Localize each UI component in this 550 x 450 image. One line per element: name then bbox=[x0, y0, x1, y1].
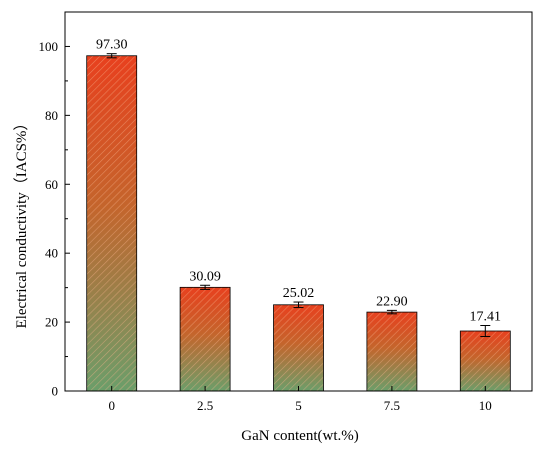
error-bar bbox=[293, 301, 304, 309]
bar-hatch bbox=[459, 330, 511, 392]
data-labels: 97.30 30.09 25.02 22.90 17.41 bbox=[96, 38, 501, 325]
bar-hatch bbox=[273, 304, 324, 392]
x-tick-label: 10 bbox=[479, 398, 492, 413]
bar bbox=[86, 55, 138, 392]
x-tick-label: 2.5 bbox=[197, 398, 213, 413]
data-label: 30.09 bbox=[189, 269, 221, 284]
x-axis-title: GaN content(wt.%) bbox=[241, 428, 358, 444]
axes: 0 20 40 60 80 100 0 2.5 5 7.5 10 bbox=[39, 11, 533, 413]
bar bbox=[459, 330, 511, 392]
data-label: 97.30 bbox=[96, 38, 128, 53]
y-tick-label: 0 bbox=[52, 384, 59, 399]
y-axis-title: Electrical conductivity（IACS%） bbox=[13, 116, 30, 329]
bar bbox=[366, 311, 418, 392]
x-tick-label: 5 bbox=[295, 398, 302, 413]
data-label: 22.90 bbox=[376, 294, 408, 309]
y-tick-label: 40 bbox=[45, 246, 58, 261]
y-tick-label: 100 bbox=[39, 39, 59, 54]
bar bbox=[179, 286, 231, 392]
data-label: 25.02 bbox=[283, 286, 315, 301]
bar-hatch bbox=[366, 311, 418, 392]
x-tick-label: 7.5 bbox=[384, 398, 400, 413]
error-bar bbox=[106, 53, 117, 59]
bar-hatch bbox=[179, 286, 231, 392]
data-label: 17.41 bbox=[470, 310, 502, 325]
error-bar bbox=[200, 284, 211, 290]
bar bbox=[273, 304, 324, 392]
bars bbox=[86, 55, 511, 392]
error-bars bbox=[106, 53, 491, 338]
bar-hatch bbox=[86, 55, 138, 392]
y-tick-label: 60 bbox=[45, 177, 58, 192]
x-tick-label: 0 bbox=[108, 398, 115, 413]
error-bar bbox=[386, 309, 397, 315]
error-bar bbox=[480, 325, 491, 338]
y-tick-label: 80 bbox=[45, 108, 58, 123]
y-tick-label: 20 bbox=[45, 315, 58, 330]
